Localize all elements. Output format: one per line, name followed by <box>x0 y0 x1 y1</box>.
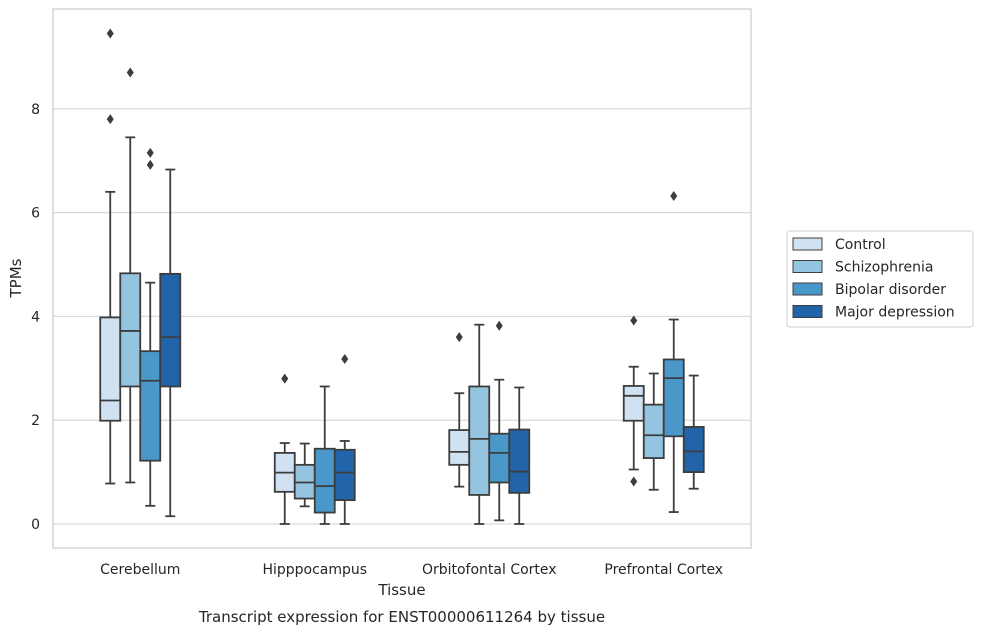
box-3-3 <box>682 374 705 490</box>
box-1-2 <box>468 323 491 525</box>
box-1-3 <box>642 372 665 491</box>
box-iqr <box>622 385 645 422</box>
box-iqr <box>99 316 122 422</box>
box-iqr <box>333 448 356 502</box>
legend-swatch <box>792 237 823 251</box>
box-iqr <box>508 428 531 494</box>
outlier-point <box>106 28 114 39</box>
box-3-2 <box>508 386 531 525</box>
legend-swatch <box>792 260 823 273</box>
outlier-point <box>630 476 638 487</box>
outlier-point <box>670 190 678 201</box>
box-2-0 <box>139 147 162 507</box>
outlier-point <box>455 332 463 343</box>
outlier-point <box>126 67 134 78</box>
outlier-point <box>630 315 638 326</box>
outlier-point <box>146 159 154 170</box>
legend-swatch <box>792 282 823 296</box>
legend-label: Bipolar disorder <box>835 282 946 298</box>
outlier-point <box>106 114 114 125</box>
legend: Control Schizophrenia Bipolar disorder Majo… <box>786 230 974 328</box>
y-tick-label-8: 8 <box>31 102 40 118</box>
legend-swatch <box>792 305 823 318</box>
y-tick-label-0: 0 <box>31 517 40 533</box>
box-iqr <box>468 385 491 496</box>
y-tick-labels: 0 2 4 6 8 <box>31 102 40 533</box>
outlier-point <box>146 147 154 158</box>
legend-label: Major depression <box>835 305 955 321</box>
y-tick-label-2: 2 <box>31 413 40 429</box>
x-tick-label: Hipppocampus <box>262 562 367 578</box>
outlier-point <box>341 353 349 364</box>
box-2-3 <box>662 190 685 513</box>
x-axis-label: Tissue <box>377 581 425 599</box>
box-iqr <box>682 426 705 473</box>
outlier-point <box>495 320 503 331</box>
box-iqr <box>313 447 336 514</box>
plot-area-frame <box>52 8 752 549</box>
x-tick-label: Orbitofontal Cortex <box>422 562 557 578</box>
x-tick-label: Cerebellum <box>100 562 180 578</box>
box-iqr <box>448 429 471 466</box>
box-1-0 <box>119 67 142 484</box>
box-iqr <box>488 432 511 484</box>
x-tick-labels: Cerebellum Hipppocampus Orbitofontal Corte… <box>100 562 723 578</box>
box-iqr <box>139 350 162 462</box>
box-iqr <box>662 358 685 438</box>
chart-caption: Transcript expression for ENST0000061126… <box>198 608 605 626</box>
legend-frame <box>786 230 974 328</box>
box-3-1 <box>333 353 356 525</box>
y-tick-label-4: 4 <box>31 309 40 325</box>
box-series <box>99 28 705 525</box>
box-iqr <box>119 272 142 388</box>
outlier-point <box>281 373 289 384</box>
legend-label: Control <box>835 237 886 253</box>
box-0-3 <box>622 315 645 487</box>
box-0-1 <box>273 373 296 525</box>
y-tick-label-6: 6 <box>31 206 40 222</box>
box-iqr <box>159 272 182 388</box>
box-0-2 <box>448 332 471 488</box>
legend-label: Schizophrenia <box>835 260 933 276</box>
box-3-0 <box>159 168 182 518</box>
box-iqr <box>642 403 665 459</box>
plot-area-background <box>53 9 751 548</box>
x-tick-label: Prefrontal Cortex <box>604 562 723 578</box>
y-axis-label: TPMs <box>7 258 25 298</box>
